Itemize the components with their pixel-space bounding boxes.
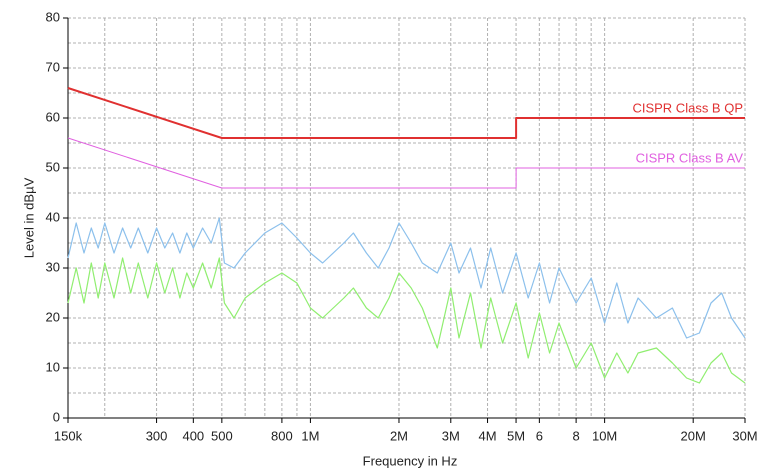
series-line	[67, 137, 745, 189]
x-tick-label: 6	[536, 428, 543, 443]
x-axis-label: Frequency in Hz	[363, 453, 458, 468]
y-tick-label: 80	[46, 9, 60, 24]
x-tick-label: 30M	[732, 428, 757, 443]
y-tick-label: 10	[46, 359, 60, 374]
x-tick-label: 1M	[301, 428, 319, 443]
x-tick-label: 20M	[681, 428, 706, 443]
x-tick-label: 3M	[442, 428, 460, 443]
limit-label: CISPR Class B QP	[632, 100, 743, 115]
series-line	[67, 257, 746, 384]
x-tick-label: 400	[182, 428, 204, 443]
x-tick-label: 800	[271, 428, 293, 443]
x-tick-label: 8	[572, 428, 579, 443]
y-tick-label: 50	[46, 159, 60, 174]
x-tick-label: 150k	[54, 428, 83, 443]
y-tick-label: 60	[46, 109, 60, 124]
y-tick-label: 0	[53, 409, 60, 424]
x-tick-label: 2M	[390, 428, 408, 443]
y-tick-label: 30	[46, 259, 60, 274]
series-line	[67, 217, 746, 339]
x-tick-label: 5M	[507, 428, 525, 443]
x-tick-label: 4M	[479, 428, 497, 443]
series-line	[67, 87, 745, 139]
x-tick-label: 300	[146, 428, 168, 443]
x-tick-label: 10M	[592, 428, 617, 443]
limit-label: CISPR Class B AV	[636, 150, 744, 165]
y-axis-label: Level in dBµV	[21, 177, 36, 258]
y-tick-label: 40	[46, 209, 60, 224]
y-tick-label: 70	[46, 59, 60, 74]
x-tick-label: 500	[211, 428, 233, 443]
y-tick-label: 20	[46, 309, 60, 324]
